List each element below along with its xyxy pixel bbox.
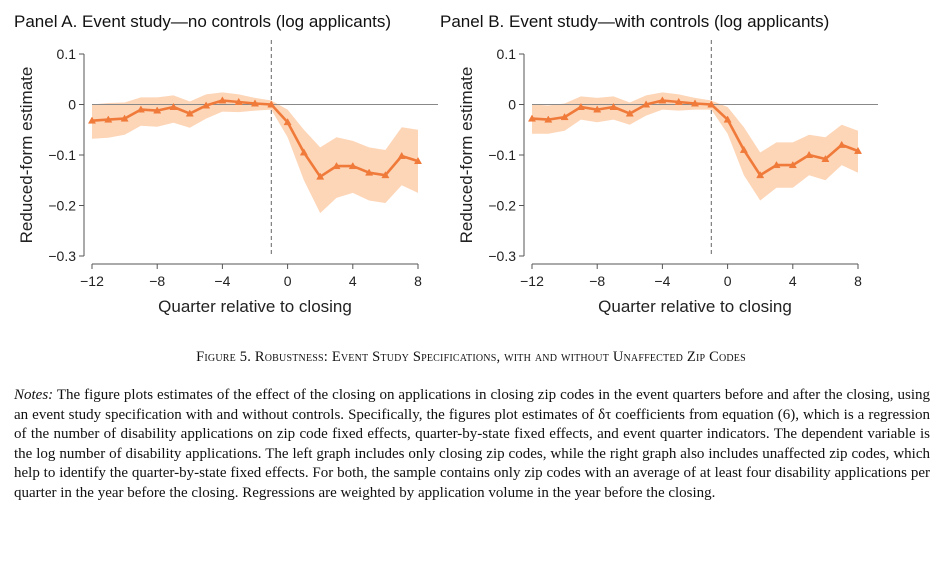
panel-b-y-axis-label: Reduced-form estimate bbox=[457, 67, 476, 244]
panel-a-data-point bbox=[250, 99, 260, 107]
panel-a-x-tick-label: −12 bbox=[80, 273, 104, 289]
figure-notes: Notes: The figure plots estimates of the… bbox=[14, 386, 930, 503]
panel-b-data-point bbox=[821, 154, 830, 162]
panel-b-data-point bbox=[674, 97, 683, 105]
notes-label: Notes: bbox=[14, 387, 54, 403]
panel-a-data-point bbox=[234, 97, 243, 105]
panel-a-data-point bbox=[267, 100, 276, 108]
panel-b-data-point bbox=[788, 160, 797, 169]
notes-text: The figure plots estimates of the effect… bbox=[14, 387, 930, 501]
panel-a-data-point bbox=[120, 114, 129, 122]
panel-a-chart: 0.1 0 −0.1 −0.2 −0.3−12 −8 −4 0 4 8 Quarter relati… bbox=[17, 40, 438, 316]
panel-a-data-point bbox=[185, 109, 194, 117]
panel-b-data-point bbox=[658, 96, 667, 104]
panel-a-data-point bbox=[348, 162, 357, 170]
panel-b-data-point bbox=[837, 140, 846, 148]
panel-a-confidence-band bbox=[92, 92, 418, 214]
panel-b-data-point bbox=[625, 109, 634, 117]
panel-a-x-tick-label: −4 bbox=[214, 273, 230, 289]
panel-a-data-point bbox=[381, 171, 390, 179]
panel-a-data-point bbox=[299, 148, 308, 156]
panel-b-data-point bbox=[576, 102, 585, 110]
panel-a-data-point bbox=[283, 118, 292, 126]
panel-b-data-point bbox=[690, 99, 700, 107]
panel-a-x-tick-label: −8 bbox=[149, 273, 165, 289]
panel-b-y-tick-label: −0.2 bbox=[488, 198, 516, 214]
panel-a-data-point bbox=[136, 105, 145, 113]
panel-a-data-point bbox=[316, 172, 325, 180]
panel-a-data-point bbox=[202, 101, 211, 109]
panel-a-x-tick-label: 4 bbox=[349, 273, 357, 289]
panel-b-x-tick-label: 4 bbox=[789, 273, 797, 289]
panel-a-data-point bbox=[87, 116, 97, 124]
panel-b-x-tick-label: −12 bbox=[520, 273, 544, 289]
panel-a-title: Panel A. Event study—no controls (log ap… bbox=[14, 12, 392, 31]
panel-b-data-point bbox=[593, 105, 602, 113]
panel-a-data-point bbox=[104, 115, 113, 123]
panel-b-confidence-band bbox=[532, 92, 858, 201]
panel-b-data-point bbox=[756, 171, 765, 179]
panel-b-data-point bbox=[707, 100, 716, 108]
panel-a-data-point bbox=[153, 106, 162, 114]
panel-b-data-point bbox=[544, 115, 553, 123]
panel-a-data-point bbox=[218, 96, 227, 104]
panel-a-data-point bbox=[169, 102, 178, 110]
panel-b-data-point bbox=[739, 145, 748, 153]
panel-a-x-tick-label: 0 bbox=[284, 273, 292, 289]
panel-a-y-tick-label: 0 bbox=[68, 97, 76, 113]
panel-b-data-point bbox=[772, 160, 781, 169]
panel-a-data-point bbox=[332, 162, 341, 170]
panel-b-x-tick-label: −8 bbox=[589, 273, 605, 289]
panel-b-data-point bbox=[527, 114, 537, 122]
panel-b-data-point bbox=[805, 150, 814, 158]
panel-a-data-point bbox=[397, 151, 406, 159]
panel-b-y-tick-label: −0.3 bbox=[488, 248, 516, 264]
panel-b-chart: 0.1 0 −0.1 −0.2 −0.3−12 −8 −4 0 4 8 Quarter relati… bbox=[457, 40, 878, 316]
panel-a-x-tick-label: 8 bbox=[414, 273, 422, 289]
panel-a-y-tick-label: −0.1 bbox=[48, 147, 76, 163]
panel-a-y-axis-label: Reduced-form estimate bbox=[17, 67, 36, 244]
panel-b-data-point bbox=[723, 115, 732, 123]
panel-a-y-tick-label: −0.3 bbox=[48, 248, 76, 264]
panel-b-y-tick-label: −0.1 bbox=[488, 147, 516, 163]
panel-b-data-point bbox=[609, 102, 618, 110]
panel-a-y-tick-label: −0.2 bbox=[48, 198, 76, 214]
panel-b-x-tick-label: −4 bbox=[654, 273, 670, 289]
panel-a-data-point bbox=[413, 156, 423, 165]
panel-b-y-tick-label: 0.1 bbox=[497, 46, 517, 62]
panel-a-y-tick-label: 0.1 bbox=[57, 46, 77, 62]
panel-b-x-axis-label: Quarter relative to closing bbox=[598, 297, 792, 316]
panel-b-y-tick-label: 0 bbox=[508, 97, 516, 113]
panel-b-x-tick-label: 8 bbox=[854, 273, 862, 289]
panel-b-title: Panel B. Event study—with controls (log … bbox=[440, 12, 830, 31]
panel-a-data-point bbox=[365, 168, 374, 176]
panel-b-data-point bbox=[560, 113, 569, 121]
panel-a-x-axis-label: Quarter relative to closing bbox=[158, 297, 352, 316]
panel-b-data-point bbox=[853, 146, 863, 154]
figure-caption: Figure 5. Robustness: Event Study Specif… bbox=[196, 349, 746, 365]
panel-b-x-tick-label: 0 bbox=[724, 273, 732, 289]
panel-b-data-point bbox=[642, 100, 651, 108]
